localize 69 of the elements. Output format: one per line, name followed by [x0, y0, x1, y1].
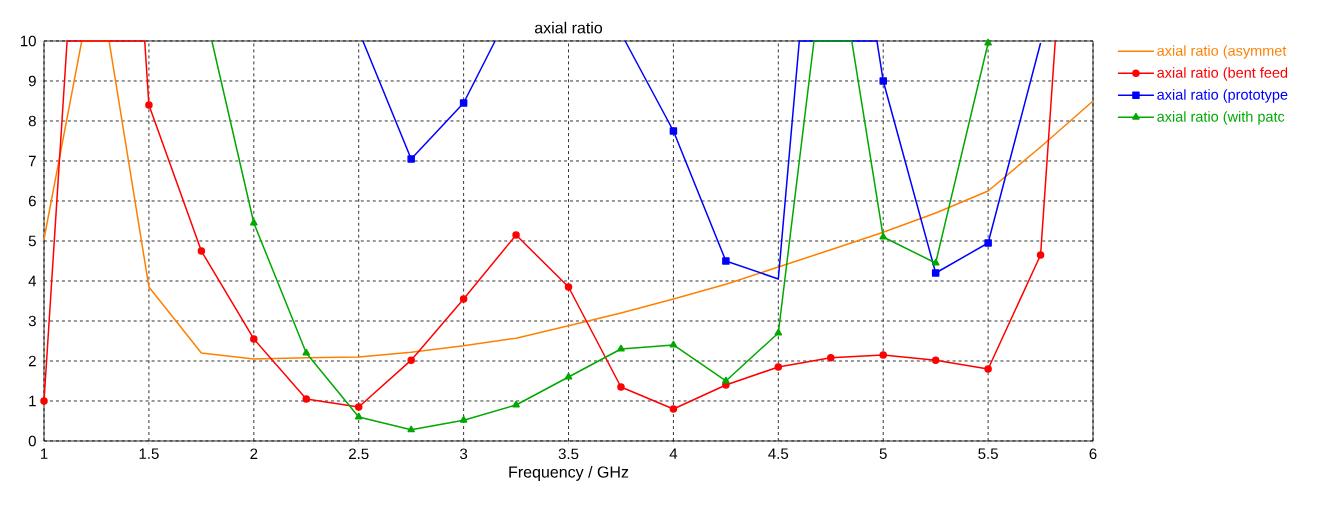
- point: [407, 155, 415, 163]
- point: [354, 403, 363, 411]
- point: [459, 295, 468, 303]
- x-tick-label: 1: [40, 448, 48, 459]
- point: [722, 257, 730, 265]
- point: [617, 383, 625, 391]
- point: [931, 356, 940, 364]
- point: [512, 400, 520, 408]
- y-tick-label: 0: [28, 435, 36, 447]
- x-tick-label: 2: [250, 448, 258, 459]
- point: [250, 335, 258, 343]
- point: [40, 397, 48, 405]
- y-tick-label: 1: [29, 395, 36, 407]
- point: [984, 239, 992, 247]
- x-tick-label: 5.5: [978, 448, 998, 459]
- point: [879, 77, 887, 85]
- x-tick-label: 2.5: [349, 448, 369, 460]
- point: [407, 425, 415, 433]
- x-tick-label: 5: [879, 448, 887, 459]
- y-tick-label: 4: [28, 275, 37, 287]
- x-tick-label: 4: [669, 448, 678, 459]
- point: [931, 258, 940, 266]
- legend-label: axial ratio (asymmet: [1157, 45, 1287, 59]
- x-axis-title: Frequency / GHz: [509, 465, 629, 481]
- y-tick-label: 5: [28, 235, 36, 247]
- y-tick-label: 10: [20, 35, 36, 47]
- point: [774, 328, 783, 336]
- point: [145, 101, 153, 109]
- point: [879, 232, 887, 240]
- y-tick-label: 6: [28, 195, 36, 207]
- point: [669, 127, 678, 135]
- point: [984, 38, 992, 46]
- legend-label: axial ratio (bent feed: [1157, 67, 1288, 81]
- point: [669, 340, 678, 348]
- point: [722, 376, 730, 384]
- x-tick-label: 4.5: [768, 448, 789, 459]
- point: [302, 348, 311, 356]
- y-tick-label: 8: [28, 115, 36, 127]
- x-tick-label: 1.5: [139, 448, 159, 459]
- legend-label: axial ratio (with patc: [1157, 111, 1285, 125]
- x-tick-label: 3: [460, 448, 468, 460]
- point: [617, 344, 625, 352]
- point: [827, 354, 835, 362]
- point: [197, 247, 206, 255]
- point: [984, 365, 992, 373]
- point: [669, 405, 678, 413]
- point: [564, 283, 573, 291]
- point: [459, 415, 468, 423]
- y-tick-label: 9: [28, 75, 36, 87]
- point: [564, 372, 573, 380]
- x-tick-label: 3.5: [558, 448, 579, 460]
- point: [250, 218, 258, 226]
- point: [774, 363, 783, 371]
- legend-label: axial ratio (prototype: [1157, 89, 1288, 103]
- point: [931, 269, 940, 277]
- point: [354, 412, 363, 420]
- point: [722, 381, 730, 389]
- point: [459, 99, 468, 107]
- point: [879, 351, 887, 359]
- point: [1036, 251, 1045, 259]
- point: [512, 231, 520, 239]
- chart-title: axial ratio: [534, 21, 603, 34]
- x-tick-label: 6: [1089, 448, 1097, 460]
- y-tick-label: 3: [28, 315, 36, 327]
- point: [407, 356, 415, 364]
- point: [302, 395, 311, 403]
- y-tick-label: 2: [28, 355, 36, 367]
- y-tick-label: 7: [28, 155, 36, 167]
- line-series: [43, 40, 1094, 360]
